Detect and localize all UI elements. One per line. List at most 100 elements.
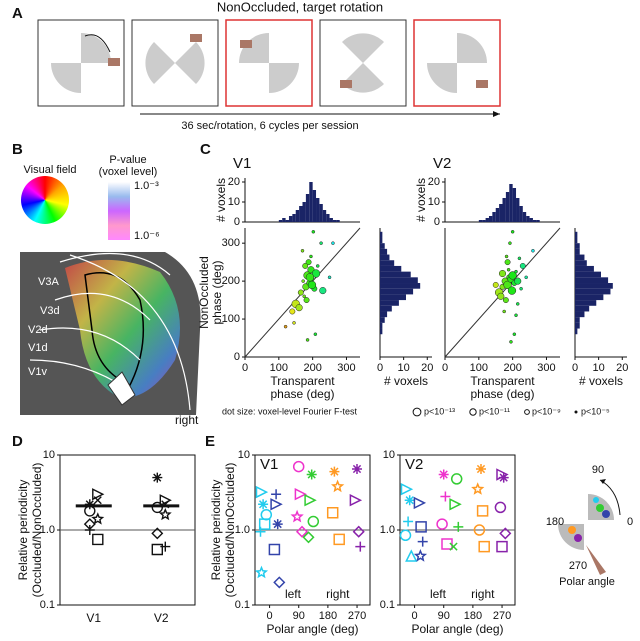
scatter-dot [295, 304, 303, 312]
legend-title: dot size: voxel-level Fourier F-test [222, 406, 358, 416]
x-tick-label: 100 [270, 362, 288, 374]
scatter-dot [311, 269, 321, 278]
scatter-dot [492, 281, 499, 288]
strip-marker [158, 507, 172, 521]
y-axis-label: (Occluded/NonOccluded) [30, 463, 44, 598]
histogram-bar [316, 198, 320, 222]
x-axis-label: Transparent [470, 374, 535, 388]
histogram-bar [380, 271, 411, 278]
histogram-bar [305, 194, 310, 222]
y-tick-label: 0.1 [40, 599, 55, 611]
histogram-bar [575, 294, 604, 301]
scatter-marker [260, 509, 273, 521]
scatter-dot [302, 294, 306, 299]
histogram-bar [532, 220, 537, 222]
legend-label: p<10⁻⁹ [532, 406, 561, 416]
scatter-marker [255, 526, 266, 537]
strip-marker [151, 527, 164, 540]
x-axis-label: # voxels [579, 374, 623, 388]
scatter-dot [498, 269, 507, 278]
legend-label: p<10⁻¹¹ [479, 406, 510, 416]
x-tick-label: 0 [572, 362, 578, 374]
scatter-dot [531, 249, 535, 253]
histogram-bar [575, 254, 585, 261]
scatter-marker [450, 473, 463, 485]
scatter-dot [524, 275, 528, 280]
strip-marker [159, 494, 172, 507]
panel-label: A [12, 5, 23, 22]
x-axis-label: phase (deg) [270, 387, 334, 401]
x-axis-label: phase (deg) [470, 387, 534, 401]
scatter-marker [292, 460, 305, 473]
histogram-bar [575, 305, 590, 312]
x-axis-label: # voxels [384, 374, 428, 388]
x-tick-label: 10 [593, 362, 605, 374]
y-axis-label: Relative periodicity [16, 480, 30, 581]
scatter-dot [508, 271, 517, 280]
scatter-marker [307, 515, 320, 528]
histogram-bar [575, 231, 578, 238]
scatter-marker [399, 529, 412, 541]
y-tick-label: 10 [228, 196, 240, 208]
histogram-bar [329, 218, 333, 222]
legend-label: p<10⁻¹³ [424, 406, 455, 416]
histogram-bar [380, 243, 385, 249]
scatter-dot [502, 297, 509, 304]
y-tick-label: 0 [234, 216, 240, 228]
panel-label: B [12, 141, 23, 158]
scatter-dot [305, 259, 312, 266]
histogram-bar [575, 311, 585, 318]
histogram-bar [529, 218, 533, 222]
pvalue-label: P-value [109, 154, 146, 166]
scatter-marker [255, 485, 269, 499]
histogram-bar [380, 277, 418, 284]
scatter-dot [311, 230, 316, 234]
scatter-dot [503, 280, 512, 290]
strip-marker [91, 512, 105, 525]
scatter-marker [271, 489, 282, 500]
polar-icon-label: 90 [592, 464, 604, 476]
scatter-dot [497, 292, 505, 300]
scatter-marker [436, 518, 448, 530]
histogram-bar [478, 220, 483, 222]
panel-label: C [200, 141, 211, 158]
scatter-marker [272, 519, 283, 530]
scatter-dot [514, 269, 518, 274]
histogram-bar [380, 265, 402, 272]
histogram-bar [309, 182, 313, 222]
scatter-marker [476, 505, 489, 517]
scatter-dot [508, 241, 512, 245]
histogram-bar [512, 188, 517, 222]
scatter-marker [494, 501, 507, 514]
scatter-marker [498, 472, 509, 483]
legend-label: p<10⁻⁵ [581, 406, 610, 416]
scatter-marker [405, 549, 418, 562]
x-tick-label: 180 [319, 610, 337, 622]
scatter-dot [319, 241, 323, 245]
histogram-bar [509, 184, 513, 222]
histogram-bar [505, 192, 510, 222]
histogram-bar [285, 220, 289, 222]
scatter-marker [352, 525, 365, 538]
legend-dot [412, 407, 422, 417]
chart-title: V2 [405, 456, 423, 473]
scatter-marker [349, 493, 363, 507]
y-axis-label: (Occluded/NonOccluded) [223, 463, 237, 598]
hemisphere-label: right [175, 413, 199, 427]
scatter-marker [331, 479, 345, 493]
y-tick-label: 1.0 [40, 524, 55, 536]
x-tick-label: 270 [493, 610, 511, 622]
scatter-dot [297, 289, 304, 296]
scatter-dot [307, 280, 317, 290]
histogram-bar [499, 204, 503, 222]
scatter-marker [403, 516, 414, 527]
y-tick-label: 10 [43, 449, 55, 461]
polar-icon [558, 479, 621, 575]
polar-icon-caption: Polar angle [559, 576, 615, 588]
y-tick-label: 0.1 [380, 599, 395, 611]
scatter-dot [327, 275, 332, 280]
y-tick-label: 200 [222, 275, 240, 287]
annotation: left [430, 587, 447, 601]
y-tick-label: 0.1 [235, 599, 250, 611]
